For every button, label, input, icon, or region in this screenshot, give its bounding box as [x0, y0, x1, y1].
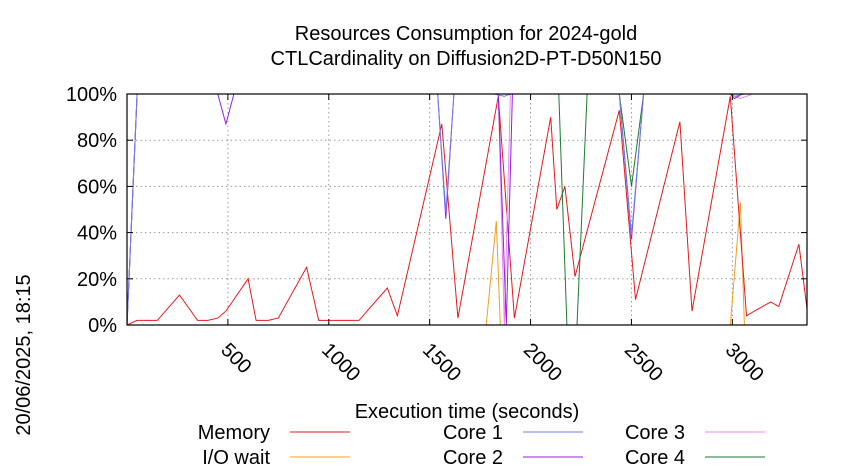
legend-label-core-3: Core 3	[625, 422, 685, 444]
y-tick-label: 100%	[66, 84, 117, 106]
grid-lines	[127, 94, 807, 325]
x-tick-label: 500	[216, 339, 255, 378]
legend-label-i-o-wait: I/O wait	[202, 447, 270, 469]
x-tick-label: 1000	[317, 339, 364, 386]
series-lines	[126, 93, 808, 326]
legend: Memory I/O wait Core 1 Core 2 Core 3 Core 4	[198, 422, 765, 469]
series-line-core-3	[126, 93, 807, 326]
legend-label-memory: Memory	[198, 422, 270, 444]
series-line-core-4	[126, 93, 807, 326]
y-axis: 0% 20% 40% 60% 80% 100%	[66, 84, 807, 337]
series-line-core-1	[126, 93, 807, 326]
x-tick-label: 2000	[519, 339, 566, 386]
x-tick-label: 2500	[620, 339, 667, 386]
x-tick-label: 1500	[418, 339, 465, 386]
series-line-memory	[126, 96, 808, 326]
y-tick-label: 20%	[77, 269, 117, 291]
x-axis: 500 1000 1500 2000 2500 3000	[216, 94, 768, 386]
legend-label-core-1: Core 1	[443, 422, 503, 444]
chart-title-line-2: CTLCardinality on Diffusion2D-PT-D50N150	[271, 48, 662, 70]
y-tick-label: 80%	[77, 130, 117, 152]
y-tick-label: 0%	[88, 315, 117, 337]
x-tick-label: 3000	[721, 339, 768, 386]
y-tick-label: 40%	[77, 223, 117, 245]
plot-frame	[126, 93, 808, 326]
legend-label-core-4: Core 4	[625, 447, 685, 469]
side-date-label: 20/06/2025, 18:15	[13, 274, 35, 435]
y-tick-label: 60%	[77, 176, 117, 198]
x-axis-label: Execution time (seconds)	[355, 401, 580, 423]
chart-title-line-1: Resources Consumption for 2024-gold	[295, 23, 637, 45]
legend-label-core-2: Core 2	[443, 447, 503, 469]
series-line-core-2	[126, 93, 807, 326]
